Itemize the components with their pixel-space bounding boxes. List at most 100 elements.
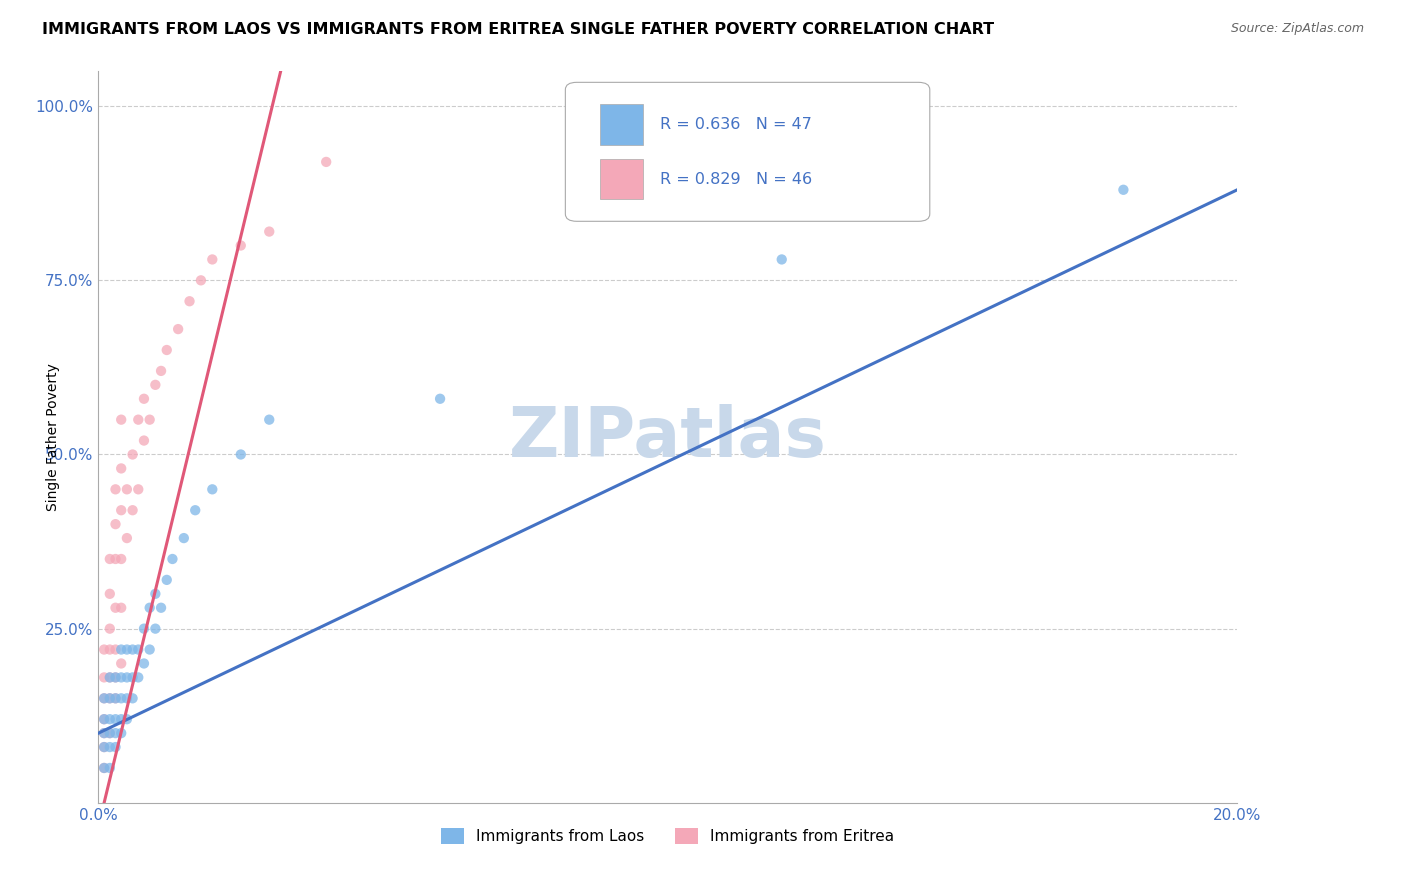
Point xyxy=(98,587,121,601)
Point xyxy=(110,657,132,671)
Point xyxy=(127,412,149,426)
Legend: Immigrants from Laos, Immigrants from Eritrea: Immigrants from Laos, Immigrants from Er… xyxy=(434,822,901,850)
Point xyxy=(162,552,184,566)
FancyBboxPatch shape xyxy=(599,104,643,145)
Point xyxy=(115,712,138,726)
Point xyxy=(190,273,212,287)
Point xyxy=(184,503,207,517)
Point xyxy=(98,670,121,684)
Point xyxy=(98,670,121,684)
Point xyxy=(110,691,132,706)
Point xyxy=(104,691,127,706)
Point xyxy=(104,670,127,684)
Point xyxy=(121,642,143,657)
Point xyxy=(770,252,793,267)
Point xyxy=(98,552,121,566)
Point xyxy=(127,670,149,684)
Point xyxy=(229,448,252,462)
Point xyxy=(145,377,167,392)
FancyBboxPatch shape xyxy=(565,82,929,221)
Point xyxy=(110,726,132,740)
Point xyxy=(104,712,127,726)
Point xyxy=(110,670,132,684)
Point xyxy=(110,503,132,517)
Text: IMMIGRANTS FROM LAOS VS IMMIGRANTS FROM ERITREA SINGLE FATHER POVERTY CORRELATIO: IMMIGRANTS FROM LAOS VS IMMIGRANTS FROM … xyxy=(42,22,994,37)
Point xyxy=(156,573,179,587)
Point xyxy=(98,642,121,657)
Point xyxy=(110,600,132,615)
Text: Source: ZipAtlas.com: Source: ZipAtlas.com xyxy=(1230,22,1364,36)
Point xyxy=(98,622,121,636)
Point xyxy=(150,600,173,615)
Point xyxy=(121,448,143,462)
Point xyxy=(167,322,190,336)
Point xyxy=(93,691,115,706)
Point xyxy=(115,670,138,684)
Point xyxy=(104,517,127,532)
Point xyxy=(104,670,127,684)
Point xyxy=(132,657,155,671)
Point xyxy=(115,483,138,497)
Point xyxy=(259,225,281,239)
Point xyxy=(93,761,115,775)
Point xyxy=(98,761,121,775)
Point xyxy=(150,364,173,378)
Point xyxy=(98,691,121,706)
Point xyxy=(98,712,121,726)
Point xyxy=(179,294,201,309)
Point xyxy=(259,412,281,426)
Point xyxy=(145,587,167,601)
Text: R = 0.829   N = 46: R = 0.829 N = 46 xyxy=(659,172,813,187)
Point xyxy=(229,238,252,252)
Point xyxy=(138,600,160,615)
Point xyxy=(104,726,127,740)
Point xyxy=(104,483,127,497)
Point xyxy=(110,712,132,726)
Point xyxy=(93,691,115,706)
Point xyxy=(132,434,155,448)
Point xyxy=(121,503,143,517)
Point xyxy=(429,392,451,406)
Point xyxy=(173,531,195,545)
Point xyxy=(121,670,143,684)
Point xyxy=(98,726,121,740)
Point xyxy=(115,691,138,706)
Point xyxy=(1112,183,1135,197)
Point xyxy=(93,761,115,775)
Point xyxy=(93,740,115,755)
Text: R = 0.636   N = 47: R = 0.636 N = 47 xyxy=(659,117,811,132)
Point xyxy=(93,740,115,755)
Point xyxy=(98,726,121,740)
Point xyxy=(110,461,132,475)
Point xyxy=(115,531,138,545)
Point xyxy=(110,642,132,657)
Point xyxy=(104,691,127,706)
Text: Single Father Poverty: Single Father Poverty xyxy=(46,363,60,511)
Point xyxy=(315,155,337,169)
Point xyxy=(110,412,132,426)
Point xyxy=(138,642,160,657)
Point xyxy=(93,670,115,684)
Point xyxy=(104,600,127,615)
Point xyxy=(98,740,121,755)
Point xyxy=(132,392,155,406)
Point xyxy=(93,712,115,726)
Point xyxy=(121,691,143,706)
Point xyxy=(93,642,115,657)
Point xyxy=(98,691,121,706)
Point xyxy=(104,642,127,657)
FancyBboxPatch shape xyxy=(599,159,643,200)
Point xyxy=(201,252,224,267)
Point xyxy=(93,712,115,726)
Point xyxy=(93,726,115,740)
Point xyxy=(115,642,138,657)
Point xyxy=(93,726,115,740)
Point xyxy=(156,343,179,357)
Point xyxy=(132,622,155,636)
Point xyxy=(104,740,127,755)
Point xyxy=(110,552,132,566)
Point xyxy=(145,622,167,636)
Point xyxy=(201,483,224,497)
Point xyxy=(127,642,149,657)
Point xyxy=(127,483,149,497)
